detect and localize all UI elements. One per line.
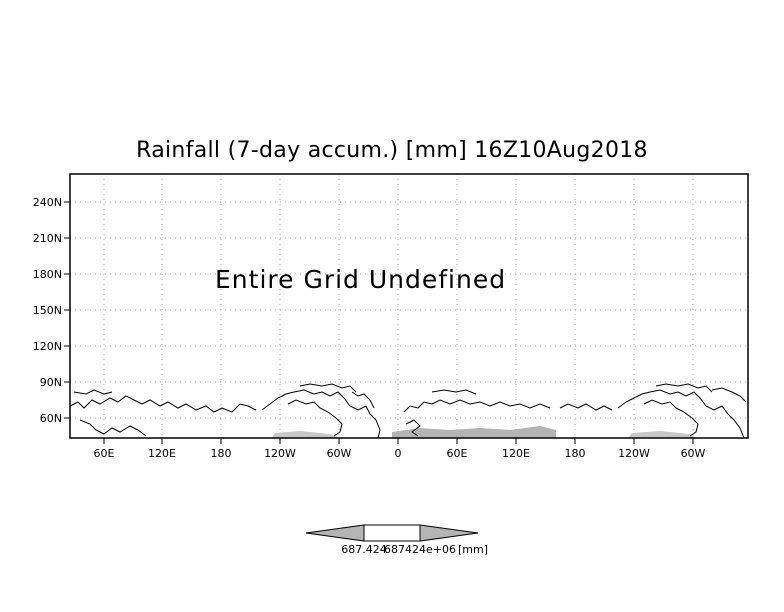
undefined-grid-message: Entire Grid Undefined <box>215 265 506 294</box>
y-label-150n: 150N <box>33 304 62 317</box>
plot-area <box>70 174 748 438</box>
x-axis: 60E 120E 180 120W 60W 0 60E 120E 180 120… <box>94 438 706 460</box>
x-label-60e-b: 60E <box>447 447 468 460</box>
coastline-eurasia-b <box>403 399 551 413</box>
x-label-60e-a: 60E <box>94 447 115 460</box>
x-label-0: 0 <box>395 447 402 460</box>
shaded-region-eurasia <box>392 426 556 438</box>
x-label-180-a: 180 <box>211 447 232 460</box>
x-label-120e-b: 120E <box>502 447 530 460</box>
colorbar-unit: [mm] <box>458 543 488 556</box>
y-label-60n: 60N <box>40 412 62 425</box>
colorbar-right-arrow <box>419 524 479 542</box>
coastline-arctic-a <box>73 389 113 395</box>
colorbar-label-low: 687.424 <box>341 543 387 556</box>
coastline-hudson-b <box>643 399 699 437</box>
coastline-asia-a <box>69 395 257 413</box>
map-title: Rainfall (7-day accum.) [mm] 16Z10Aug201… <box>136 138 648 163</box>
x-label-60w-a: 60W <box>327 447 352 460</box>
colorbar-left-arrow <box>305 524 365 542</box>
coastline-hudson-a <box>287 399 343 437</box>
x-label-120e-a: 120E <box>148 447 176 460</box>
x-label-60w-b: 60W <box>681 447 706 460</box>
x-label-120w-a: 120W <box>264 447 296 460</box>
x-label-120w-b: 120W <box>618 447 650 460</box>
coastline-arctic-islands-a <box>299 383 357 393</box>
plot-border <box>69 173 749 439</box>
y-label-240n: 240N <box>33 196 62 209</box>
shaded-region-na-a <box>272 431 340 438</box>
coastline-pacific-b <box>559 403 613 411</box>
colorbar: 687.424 687424e+06 [mm] <box>305 524 488 556</box>
coastline-asia-inner-a <box>79 419 147 437</box>
coastline-north-america-b <box>617 389 745 439</box>
coastline-scandinavia-b <box>405 419 421 437</box>
coastlines <box>69 383 747 439</box>
colorbar-label-high: 687424e+06 <box>384 543 456 556</box>
y-label-90n: 90N <box>40 376 62 389</box>
coastline-greenland-a <box>351 391 375 409</box>
shaded-region-na-b <box>628 431 696 438</box>
y-label-120n: 120N <box>33 340 62 353</box>
coastline-arctic-b <box>431 389 477 395</box>
coastline-greenland-b <box>711 387 747 403</box>
y-axis: 240N 210N 180N 150N 120N 90N 60N <box>33 196 70 425</box>
y-label-180n: 180N <box>33 268 62 281</box>
coastline-arctic-islands-b <box>655 383 713 393</box>
x-label-180-b: 180 <box>565 447 586 460</box>
colorbar-middle-box <box>363 524 421 542</box>
coastline-north-america-a <box>261 389 381 439</box>
y-label-210n: 210N <box>33 232 62 245</box>
